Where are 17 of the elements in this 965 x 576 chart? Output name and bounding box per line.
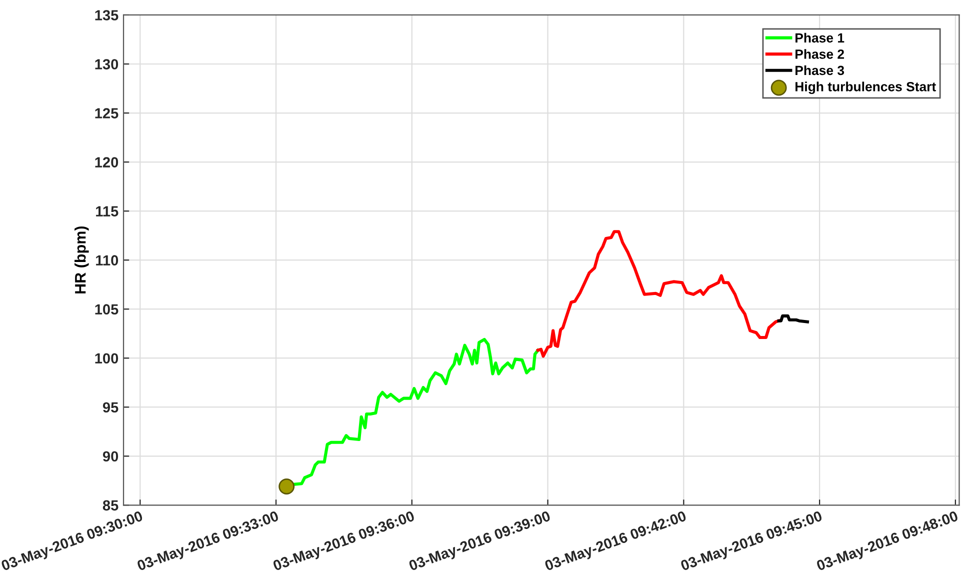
y-tick-label: 135	[95, 10, 118, 20]
y-tick-label: 115	[96, 206, 118, 216]
y-tick-label: 125	[95, 108, 118, 118]
y-tick-label: 130	[95, 59, 118, 70]
legend-label: Phase 2	[796, 49, 844, 59]
y-tick-label: 110	[96, 255, 118, 266]
legend-label: Phase 3	[796, 65, 844, 76]
legend-label: High turbulences Start	[796, 82, 936, 94]
line-series	[536, 230, 780, 358]
y-tick-label: 105	[95, 304, 118, 315]
y-tick-label: 100	[95, 353, 118, 364]
y-tick-label: 90	[102, 451, 118, 462]
y-axis-title: HR (bpm)	[74, 226, 89, 294]
y-tick-label: 85	[102, 500, 118, 511]
y-tick-label: 120	[95, 157, 118, 168]
y-tick-label: 95	[102, 402, 118, 413]
legend-label: Phase 1	[796, 32, 844, 43]
